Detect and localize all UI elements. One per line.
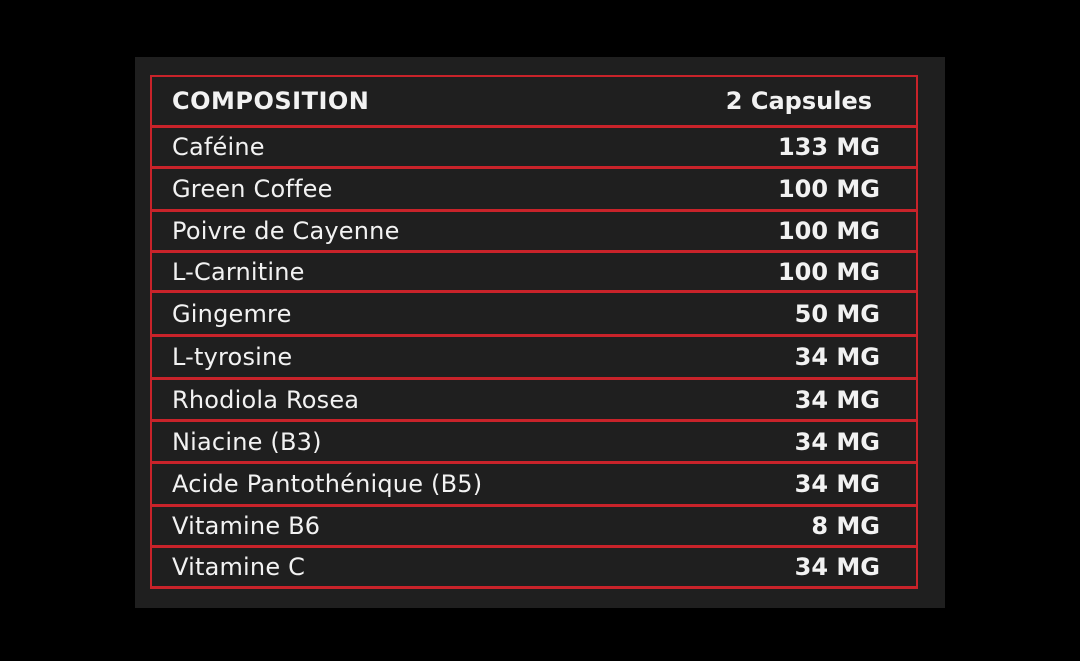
composition-panel bbox=[135, 57, 945, 608]
table-row: Niacine (B3) 34 MG bbox=[152, 422, 916, 464]
table-row: Caféine 133 MG bbox=[152, 128, 916, 169]
table-header-row: COMPOSITION 2 Capsules bbox=[152, 77, 916, 128]
ingredient-name: Gingemre bbox=[172, 299, 292, 328]
ingredient-amount: 34 MG bbox=[794, 385, 880, 414]
ingredient-amount: 34 MG bbox=[794, 470, 880, 498]
table-row: Gingemre 50 MG bbox=[152, 293, 916, 337]
header-title: COMPOSITION bbox=[172, 87, 370, 115]
table-row: Vitamine B6 8 MG bbox=[152, 507, 916, 548]
ingredient-amount: 34 MG bbox=[794, 343, 880, 371]
table-row: Rhodiola Rosea 34 MG bbox=[152, 380, 916, 422]
ingredient-amount: 34 MG bbox=[794, 427, 880, 456]
table-row: L-tyrosine 34 MG bbox=[152, 337, 916, 380]
ingredient-amount: 50 MG bbox=[794, 299, 880, 328]
header-serving: 2 Capsules bbox=[725, 87, 872, 115]
ingredient-amount: 133 MG bbox=[777, 133, 880, 161]
ingredient-name: Poivre de Cayenne bbox=[172, 217, 400, 245]
ingredient-name: Green Coffee bbox=[172, 175, 333, 203]
table-row: L-Carnitine 100 MG bbox=[152, 253, 916, 293]
composition-table: COMPOSITION 2 Capsules Caféine 133 MG Gree… bbox=[150, 75, 918, 589]
ingredient-name: Vitamine C bbox=[172, 553, 306, 581]
ingredient-amount: 8 MG bbox=[811, 512, 880, 540]
ingredient-amount: 34 MG bbox=[794, 553, 880, 581]
ingredient-name: Rhodiola Rosea bbox=[172, 385, 360, 414]
ingredient-amount: 100 MG bbox=[777, 217, 880, 245]
table-row: Acide Pantothénique (B5) 34 MG bbox=[152, 464, 916, 507]
ingredient-amount: 100 MG bbox=[777, 175, 880, 203]
ingredient-name: Vitamine B6 bbox=[172, 512, 321, 540]
table-row: Vitamine C 34 MG bbox=[152, 548, 916, 589]
ingredient-name: Acide Pantothénique (B5) bbox=[172, 470, 483, 498]
ingredient-name: Niacine (B3) bbox=[172, 427, 322, 456]
table-row: Green Coffee 100 MG bbox=[152, 169, 916, 212]
ingredient-amount: 100 MG bbox=[777, 257, 880, 286]
ingredient-name: L-Carnitine bbox=[172, 257, 305, 286]
ingredient-name: L-tyrosine bbox=[172, 343, 293, 371]
ingredient-name: Caféine bbox=[172, 133, 265, 161]
table-row: Poivre de Cayenne 100 MG bbox=[152, 212, 916, 253]
